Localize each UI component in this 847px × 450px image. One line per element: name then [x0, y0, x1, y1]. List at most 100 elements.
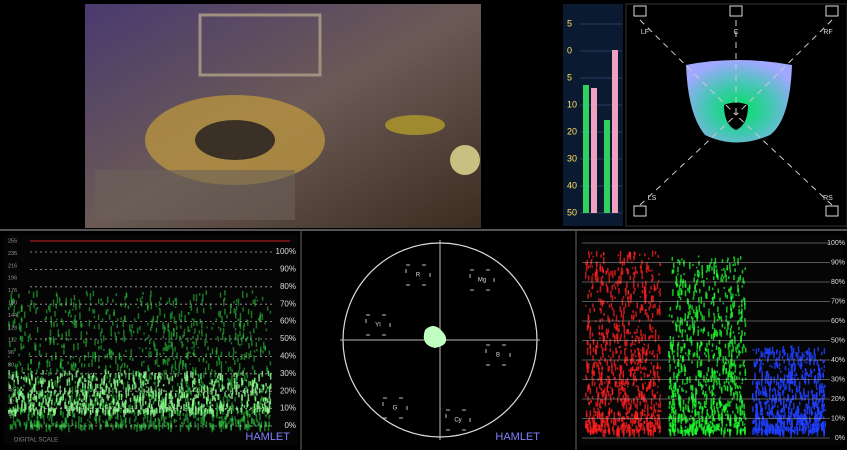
trace-dot — [231, 383, 233, 388]
trace-dot — [134, 382, 136, 390]
trace-dot — [80, 388, 82, 392]
trace-dot — [767, 356, 769, 360]
trace-dot — [15, 365, 18, 369]
trace-dot — [802, 422, 804, 429]
trace-dot — [121, 380, 123, 385]
trace-dot — [627, 269, 630, 275]
trace-dot — [730, 362, 732, 369]
trace-dot — [764, 385, 766, 390]
trace-dot — [642, 423, 644, 427]
trace-dot — [87, 407, 89, 411]
trace-dot — [725, 318, 728, 323]
trace-dot — [801, 352, 804, 360]
trace-dot — [194, 387, 196, 390]
trace-dot — [798, 350, 800, 353]
trace-dot — [590, 262, 592, 265]
trace-dot — [772, 405, 775, 408]
trace-dot — [14, 347, 16, 352]
trace-dot — [632, 316, 635, 321]
trace-dot — [653, 404, 655, 411]
trace-dot — [728, 288, 730, 292]
trace-dot — [28, 406, 30, 410]
trace-dot — [725, 368, 727, 373]
trace-dot — [231, 387, 234, 395]
trace-dot — [211, 348, 214, 355]
trace-dot — [654, 303, 656, 308]
trace-dot — [13, 318, 16, 324]
trace-dot — [738, 376, 740, 379]
trace-dot — [89, 414, 91, 419]
trace-dot — [30, 359, 32, 365]
trace-dot — [227, 382, 229, 390]
trace-dot — [621, 267, 623, 271]
trace-dot — [189, 409, 191, 417]
trace-dot — [18, 353, 20, 357]
trace-dot — [222, 419, 225, 425]
trace-dot — [777, 428, 779, 431]
trace-dot — [253, 355, 255, 362]
trace-dot — [110, 412, 112, 418]
trace-dot — [41, 376, 43, 384]
trace-dot — [253, 403, 256, 409]
trace-dot — [622, 314, 625, 321]
trace-dot — [608, 277, 611, 283]
trace-dot — [190, 407, 193, 416]
trace-dot — [269, 361, 272, 366]
trace-dot — [626, 356, 628, 362]
trace-dot — [262, 397, 265, 402]
trace-dot — [596, 263, 598, 267]
trace-dot — [46, 359, 49, 362]
trace-dot — [601, 324, 603, 330]
trace-dot — [717, 418, 720, 420]
trace-dot — [586, 363, 589, 366]
trace-dot — [136, 395, 139, 402]
trace-dot — [768, 412, 771, 418]
trace-dot — [166, 374, 169, 380]
trace-dot — [766, 419, 768, 422]
trace-dot — [157, 378, 160, 386]
trace-dot — [48, 390, 50, 393]
trace-dot — [695, 306, 698, 314]
trace-dot — [8, 394, 11, 399]
trace-dot — [590, 426, 592, 429]
trace-dot — [142, 417, 145, 422]
trace-dot — [682, 407, 685, 413]
trace-dot — [704, 391, 707, 396]
trace-dot — [586, 259, 589, 262]
trace-dot — [823, 393, 826, 399]
trace-dot — [221, 416, 223, 424]
trace-dot — [196, 307, 198, 314]
trace-dot — [186, 424, 189, 429]
trace-dot — [670, 340, 672, 347]
trace-dot — [627, 416, 630, 420]
trace-dot — [25, 423, 27, 431]
trace-dot — [208, 422, 211, 426]
trace-dot — [168, 337, 170, 344]
trace-dot — [634, 354, 637, 358]
trace-dot — [653, 395, 656, 399]
trace-dot — [40, 392, 42, 397]
trace-dot — [702, 390, 704, 395]
trace-dot — [712, 296, 714, 304]
trace-dot — [219, 292, 222, 298]
trace-dot — [150, 414, 152, 422]
trace-dot — [817, 346, 819, 352]
trace-dot — [268, 395, 271, 399]
trace-dot — [659, 292, 661, 297]
trace-dot — [108, 408, 111, 416]
trace-dot — [48, 336, 51, 340]
trace-dot — [154, 398, 156, 401]
trace-dot — [223, 401, 225, 407]
trace-dot — [36, 307, 39, 310]
trace-dot — [792, 413, 795, 418]
trace-dot — [92, 309, 94, 312]
trace-dot — [173, 403, 176, 411]
trace-dot — [703, 328, 705, 332]
trace-dot — [754, 376, 756, 381]
trace-dot — [668, 428, 671, 431]
trace-dot — [807, 398, 810, 405]
trace-dot — [791, 418, 793, 426]
trace-dot — [586, 261, 589, 265]
trace-dot — [237, 419, 239, 424]
trace-dot — [602, 353, 604, 358]
